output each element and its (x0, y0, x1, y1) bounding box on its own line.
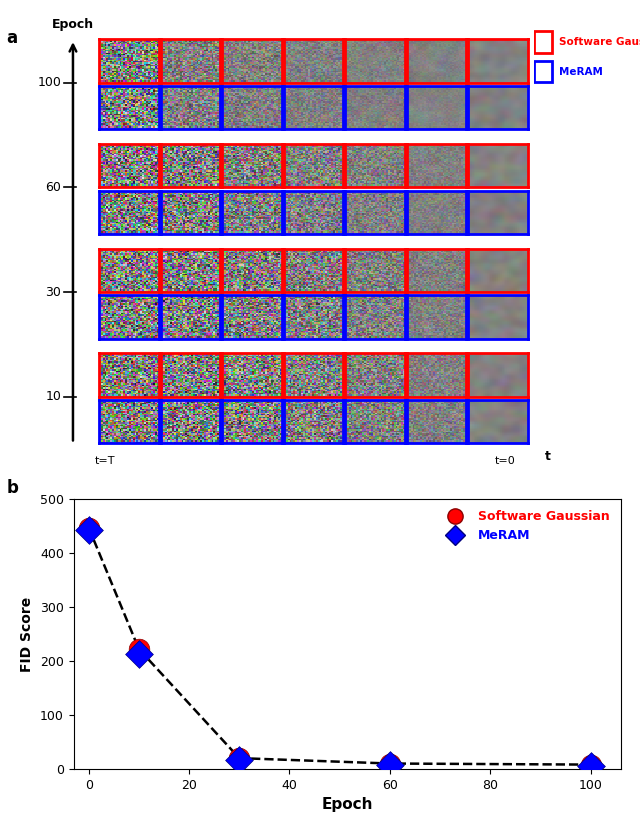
Bar (534, 31, 552, 52)
Text: a: a (6, 29, 17, 47)
Text: Software Gaussian: Software Gaussian (559, 37, 640, 47)
Point (234, 753, 244, 766)
Point (84, 521, 94, 534)
Text: 10: 10 (45, 390, 61, 403)
Text: t=0: t=0 (494, 456, 515, 466)
Y-axis label: FID Score: FID Score (20, 596, 35, 672)
Point (385, 757, 395, 770)
Bar (534, 61, 552, 83)
Point (586, 759, 596, 772)
Text: 60: 60 (45, 181, 61, 194)
Point (134, 642, 144, 655)
Point (234, 752, 244, 765)
Text: t: t (545, 450, 551, 463)
Text: t=T: t=T (95, 456, 115, 466)
Point (134, 648, 144, 661)
Text: Epoch: Epoch (52, 18, 94, 31)
Point (586, 758, 596, 771)
Legend: Software Gaussian, MeRAM: Software Gaussian, MeRAM (438, 506, 614, 547)
Point (84, 524, 94, 537)
Point (385, 758, 395, 771)
X-axis label: Epoch: Epoch (321, 798, 373, 812)
Text: 100: 100 (38, 76, 61, 89)
Text: 30: 30 (45, 285, 61, 299)
Text: b: b (6, 479, 19, 497)
Text: MeRAM: MeRAM (559, 66, 603, 77)
